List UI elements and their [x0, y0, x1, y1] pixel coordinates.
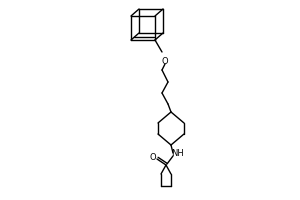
Text: O: O [150, 154, 156, 162]
Text: NH: NH [171, 150, 183, 158]
Text: O: O [162, 56, 168, 66]
